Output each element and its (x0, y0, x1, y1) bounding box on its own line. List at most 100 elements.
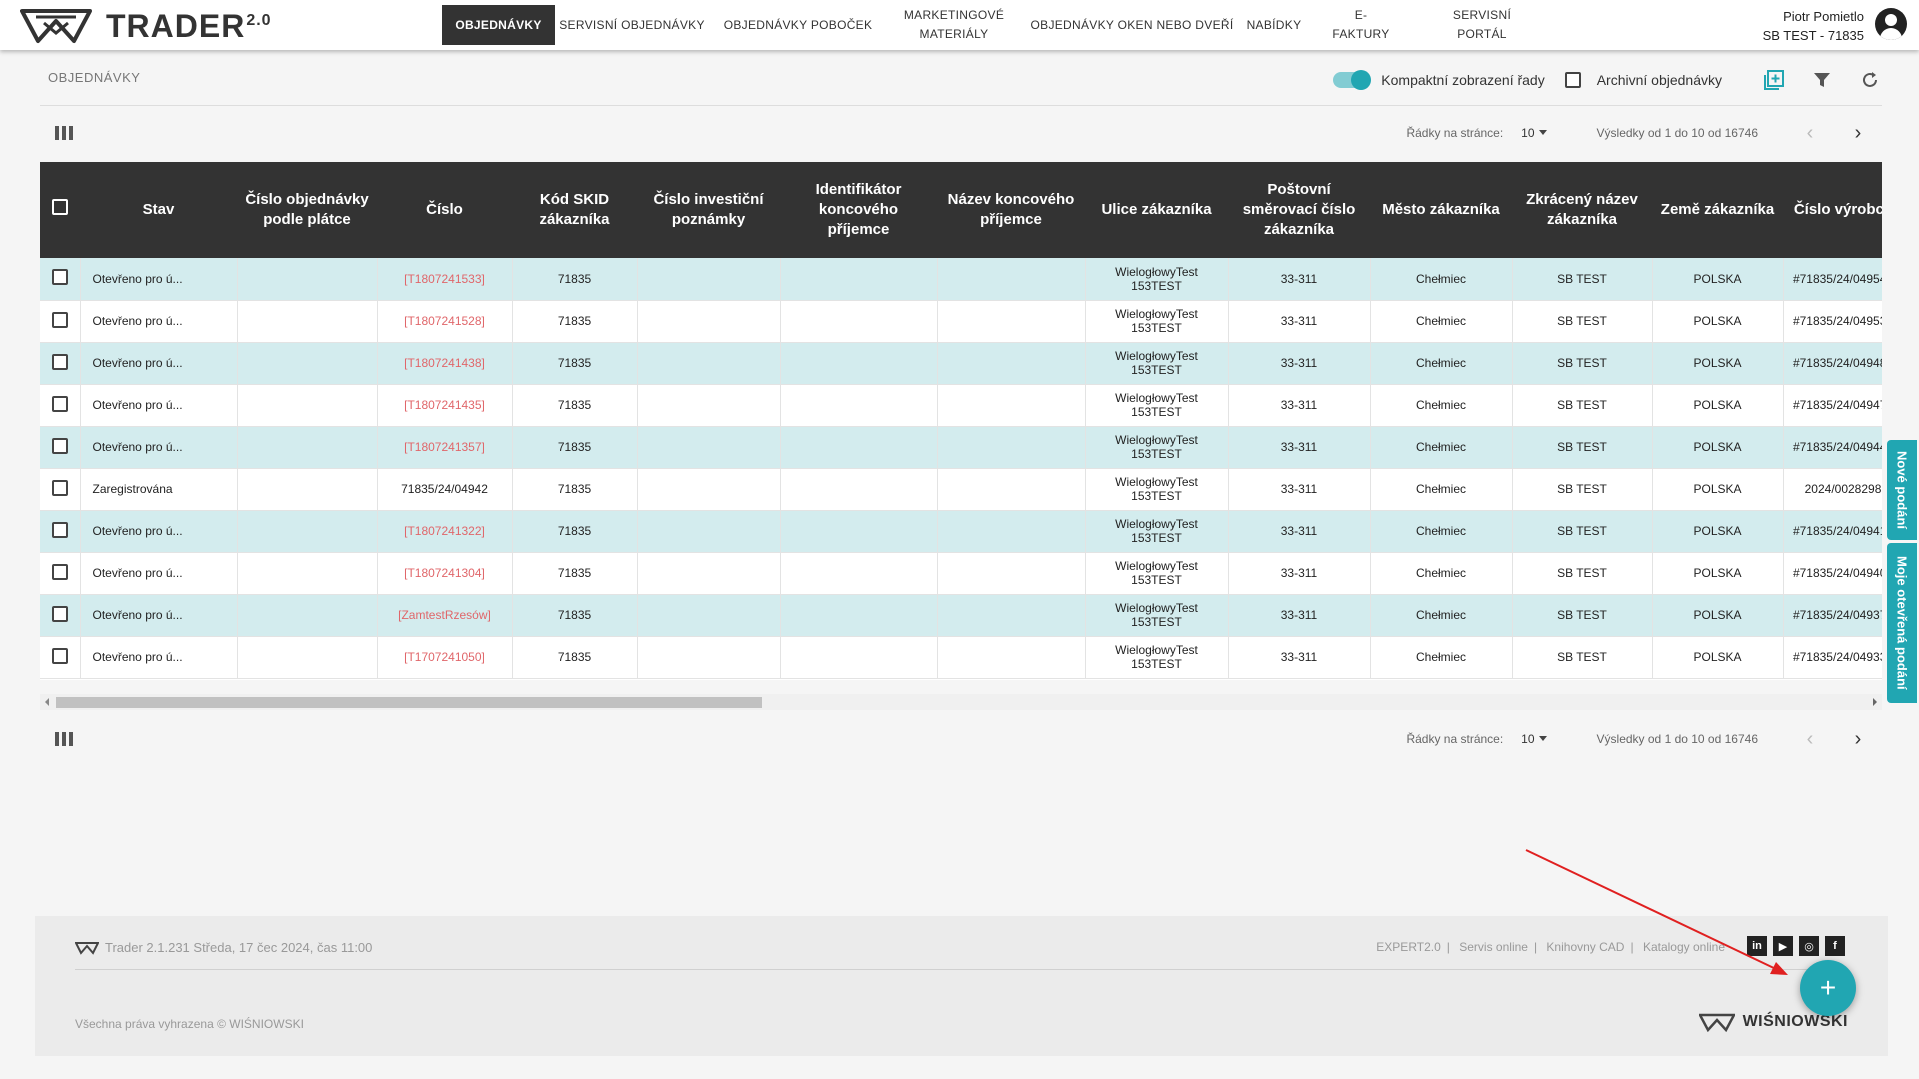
col-ulice[interactable]: Ulice zákazníka (1085, 162, 1228, 258)
row-checkbox[interactable] (51, 563, 68, 580)
table-row[interactable]: Otevřeno pro ú... [T1807241438] 71835 Wielo… (40, 342, 1882, 385)
cell-cislo[interactable]: [T1807241322] (377, 510, 513, 553)
nav-objednavky-pobocek[interactable]: OBJEDNÁVKY POBOČEK (723, 17, 873, 32)
side-tab-new-submission[interactable]: Nové podání (1887, 440, 1917, 540)
row-checkbox[interactable] (51, 353, 68, 370)
instagram-icon[interactable]: ◎ (1799, 936, 1819, 956)
table-row[interactable]: Otevřeno pro ú... [T1807241304] 71835 Wielo… (40, 552, 1882, 595)
table-row[interactable]: Zaregistrována 71835/24/04942 71835 Wielogł… (40, 468, 1882, 511)
refresh-icon[interactable] (1858, 68, 1882, 92)
nav-servisni-portal[interactable]: SERVISNÍ PORTÁL (1452, 8, 1512, 41)
cell-cislo[interactable]: [T1807241533] (377, 258, 513, 301)
cell-cislo[interactable]: [T1807241357] (377, 426, 513, 469)
cell-skid: 71835 (512, 300, 638, 343)
row-checkbox[interactable] (51, 479, 68, 496)
brand-name: WIŚNIOWSKI (1742, 1013, 1848, 1030)
cell-cislo[interactable]: [T1807241304] (377, 552, 513, 595)
filter-icon[interactable] (1810, 68, 1834, 92)
nav-objednavky-oken[interactable]: OBJEDNÁVKY OKEN NEBO DVEŘÍ (1030, 17, 1234, 32)
rows-per-page-select[interactable]: 10 (1521, 732, 1546, 746)
cell-ulice: WielogłowyTest 153TEST (1085, 300, 1229, 343)
row-checkbox[interactable] (51, 311, 68, 328)
linkedin-icon[interactable]: in (1747, 936, 1767, 956)
add-order-icon[interactable] (1762, 68, 1786, 92)
col-zkraceny-nazev[interactable]: Zkrácený název zákazníka (1512, 162, 1652, 258)
facebook-icon[interactable]: f (1825, 936, 1845, 956)
cell-cislo[interactable]: [T1807241438] (377, 342, 513, 385)
cell-cislo[interactable]: [T1807241435] (377, 384, 513, 427)
nav-marketingove-materialy[interactable]: MARKETINGOVÉ MATERIÁLY (903, 8, 1005, 41)
col-cislo[interactable]: Číslo (377, 162, 512, 258)
row-checkbox[interactable] (51, 269, 68, 286)
col-zeme[interactable]: Země zákazníka (1652, 162, 1783, 258)
youtube-icon[interactable]: ▶ (1773, 936, 1793, 956)
table-row[interactable]: Otevřeno pro ú... [T1707241050] 71835 Wielo… (40, 636, 1882, 679)
columns-icon[interactable] (55, 732, 73, 751)
columns-icon[interactable] (55, 126, 73, 145)
row-checkbox[interactable] (51, 605, 68, 622)
cell-cislo-platce (237, 258, 378, 301)
scroll-left-icon[interactable] (45, 698, 49, 706)
cell-mesto: Chełmiec (1370, 636, 1513, 679)
cell-ulice: WielogłowyTest 153TEST (1085, 510, 1229, 553)
table-row[interactable]: Otevřeno pro ú... [T1807241357] 71835 Wielo… (40, 426, 1882, 469)
row-checkbox[interactable] (51, 647, 68, 664)
prev-page-icon[interactable]: ‹ (1806, 727, 1814, 750)
link-katalogy-online[interactable]: Katalogy online (1642, 940, 1725, 954)
col-identifikator[interactable]: Identifikátor koncového příjemce (780, 162, 937, 258)
scrollbar-thumb[interactable] (56, 697, 762, 708)
row-select-cell (40, 384, 81, 427)
link-expert[interactable]: EXPERT2.0 (1376, 940, 1441, 954)
col-cislo-platce[interactable]: Číslo objednávky podle plátce (237, 162, 377, 258)
nav-nabidky[interactable]: NABÍDKY (1246, 17, 1302, 32)
user-avatar-icon[interactable] (1875, 8, 1907, 40)
row-checkbox[interactable] (51, 437, 68, 454)
table-row[interactable]: Otevřeno pro ú... [ZamtestRzesów] 71835 Wie… (40, 594, 1882, 637)
side-tab-my-open-submissions[interactable]: Moje otevřená podání (1887, 543, 1917, 703)
cell-skid: 71835 (512, 258, 638, 301)
table-row[interactable]: Otevřeno pro ú... [T1807241435] 71835 Wielo… (40, 384, 1882, 427)
col-stav[interactable]: Stav (80, 162, 237, 258)
col-investicni[interactable]: Číslo investiční poznámky (637, 162, 780, 258)
row-checkbox[interactable] (51, 395, 68, 412)
next-page-icon[interactable]: › (1854, 121, 1862, 144)
cell-stav: Otevřeno pro ú... (80, 552, 238, 595)
add-fab-button[interactable]: + (1800, 960, 1856, 1016)
trader-logo[interactable]: TRADER2.0 (20, 6, 272, 46)
col-mesto[interactable]: Město zákazníka (1370, 162, 1512, 258)
cell-cislo[interactable]: [T1707241050] (377, 636, 513, 679)
col-cislo-vyrobce[interactable]: Číslo výrobce (1783, 162, 1882, 258)
horizontal-scrollbar[interactable] (40, 694, 1882, 710)
cell-cislo[interactable]: [ZamtestRzesów] (377, 594, 513, 637)
row-select-cell (40, 300, 81, 343)
table-row[interactable]: Otevřeno pro ú... [T1807241533] 71835 Wielo… (40, 258, 1882, 301)
select-all-checkbox[interactable] (52, 199, 68, 215)
cell-cislo-vyrobce: #71835/24/04940# (1783, 552, 1882, 595)
row-checkbox[interactable] (51, 521, 68, 538)
compact-view-toggle[interactable] (1333, 70, 1372, 90)
archive-label: Archivní objednávky (1596, 72, 1722, 88)
rows-per-page-label: Řádky na stránce: (1406, 732, 1504, 746)
logo-version: 2.0 (246, 11, 272, 29)
col-psc[interactable]: Poštovní směrovací číslo zákazníka (1228, 162, 1370, 258)
prev-page-icon[interactable]: ‹ (1806, 121, 1814, 144)
cell-skid: 71835 (512, 552, 638, 595)
col-nazev-prijemce[interactable]: Název koncového příjemce (937, 162, 1085, 258)
table-row[interactable]: Otevřeno pro ú... [T1807241322] 71835 Wielo… (40, 510, 1882, 553)
rows-per-page-select[interactable]: 10 (1521, 126, 1546, 140)
link-servis-online[interactable]: Servis online (1459, 940, 1528, 954)
cell-cislo: 71835/24/04942 (377, 468, 513, 511)
scroll-right-icon[interactable] (1873, 698, 1877, 706)
cell-skid: 71835 (512, 426, 638, 469)
nav-servisni-objednavky[interactable]: SERVISNÍ OBJEDNÁVKY (559, 17, 705, 32)
table-row[interactable]: Otevřeno pro ú... [T1807241528] 71835 Wielo… (40, 300, 1882, 343)
archive-checkbox[interactable] (1564, 72, 1581, 88)
col-skid[interactable]: Kód SKID zákazníka (512, 162, 637, 258)
copyright: Všechna práva vyhrazena © WIŚNIOWSKI (75, 1017, 304, 1031)
cell-cislo[interactable]: [T1807241528] (377, 300, 513, 343)
link-knihovny-cad[interactable]: Knihovny CAD (1546, 940, 1625, 954)
nav-e-faktury[interactable]: E-FAKTURY (1332, 8, 1390, 41)
next-page-icon[interactable]: › (1854, 727, 1862, 750)
nav-objednavky[interactable]: OBJEDNÁVKY (442, 5, 555, 45)
user-info[interactable]: Piotr Pomietlo SB TEST - 71835 (1763, 7, 1864, 45)
